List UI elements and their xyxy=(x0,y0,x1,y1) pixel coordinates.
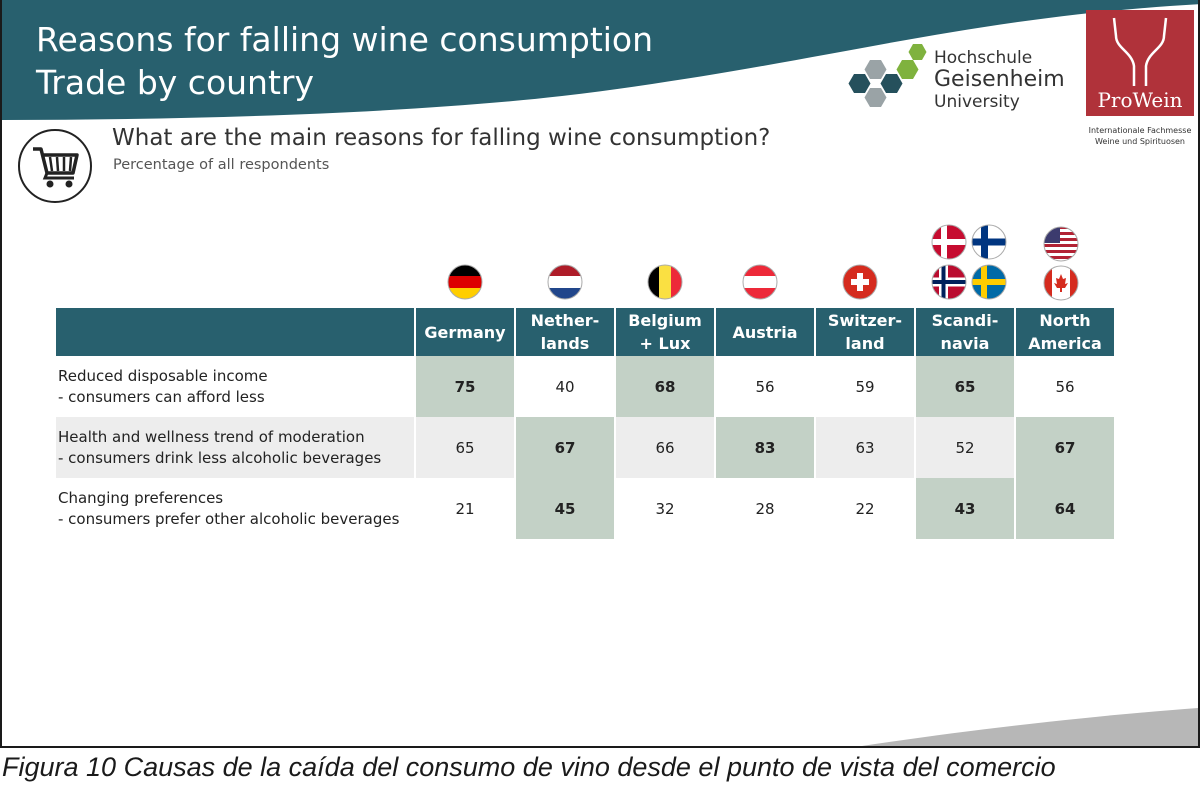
value-cell: 65 xyxy=(416,417,514,478)
chart-subtitle: Percentage of all respondents xyxy=(113,157,330,173)
hg-line3: University xyxy=(934,92,1020,112)
row-label: Changing preferences - consumers prefer o… xyxy=(56,478,414,539)
value-cell: 40 xyxy=(555,377,575,396)
value-cell: 52 xyxy=(916,417,1014,478)
belgium-flag-icon xyxy=(647,264,683,300)
value-cell: 67 xyxy=(516,417,614,478)
value-cell: 21 xyxy=(455,499,475,518)
row-label: Health and wellness trend of moderation -… xyxy=(56,417,414,478)
value-cell: 22 xyxy=(855,499,875,518)
cart-badge xyxy=(18,129,92,203)
row-label: Reduced disposable income - consumers can… xyxy=(56,356,414,417)
value-cell: 63 xyxy=(816,417,914,478)
row-label-line2: - consumers prefer other alcoholic bever… xyxy=(58,509,400,528)
hg-line2: Geisenheim xyxy=(934,67,1065,92)
switzerland-flag-icon xyxy=(842,264,878,300)
netherlands-flag-icon xyxy=(547,264,583,300)
value-cell: 56 xyxy=(755,377,775,396)
austria-flag-icon xyxy=(742,264,778,300)
figure-caption: Figura 10 Causas de la caída del consumo… xyxy=(2,752,1056,782)
value-cell: 59 xyxy=(855,377,875,396)
usa-flag-icon xyxy=(1043,226,1079,262)
bottom-swoosh xyxy=(862,708,1198,746)
norway-flag-icon xyxy=(931,264,967,300)
value-cell: 28 xyxy=(755,499,775,518)
denmark-flag-icon xyxy=(931,224,967,260)
results-table: Germany Nether- lands Belgium + Lux Austria… xyxy=(56,308,1114,541)
column-header: Germany xyxy=(416,308,514,356)
column-header: Scandi- navia xyxy=(916,308,1014,356)
finland-flag-icon xyxy=(971,224,1007,260)
column-header: Switzer- land xyxy=(816,308,914,356)
hochschule-geisenheim-logo xyxy=(848,44,927,107)
shopping-cart-icon xyxy=(33,147,79,188)
canada-flag-icon xyxy=(1043,265,1079,301)
value-cell: 65 xyxy=(916,356,1014,417)
column-header: Nether- lands xyxy=(516,308,614,356)
prowein-subtitle-line1: Internationale Fachmesse xyxy=(1088,126,1192,135)
value-cell: 68 xyxy=(616,356,714,417)
wine-bottles-icon xyxy=(1112,17,1168,86)
row-label-line2: - consumers can afford less xyxy=(58,387,265,406)
slide-title-line2: Trade by country xyxy=(36,63,315,102)
prowein-subtitle-line2: Weine und Spirituosen xyxy=(1094,137,1186,146)
value-cell: 66 xyxy=(616,417,714,478)
row-label-line2: - consumers drink less alcoholic beverag… xyxy=(58,448,382,467)
slide-title-line1: Reasons for falling wine consumption xyxy=(36,20,654,59)
value-cell: 64 xyxy=(1016,478,1114,539)
value-cell: 43 xyxy=(916,478,1014,539)
value-cell: 45 xyxy=(516,478,614,539)
slide: Reasons for falling wine consumption Tra… xyxy=(0,0,1200,748)
column-header: Belgium + Lux xyxy=(616,308,714,356)
prowein-logo: ProWein xyxy=(1086,10,1194,116)
value-cell: 56 xyxy=(1055,377,1075,396)
hg-line1: Hochschule xyxy=(934,48,1033,68)
row-label-line1: Reduced disposable income xyxy=(58,366,268,385)
row-label-line1: Changing preferences xyxy=(58,488,224,507)
value-cell: 75 xyxy=(416,356,514,417)
sweden-flag-icon xyxy=(971,264,1007,300)
germany-flag-icon xyxy=(447,264,483,300)
row-label-line1: Health and wellness trend of moderation xyxy=(58,427,365,446)
value-cell: 83 xyxy=(716,417,814,478)
column-header: Austria xyxy=(716,308,814,356)
chart-question: What are the main reasons for falling wi… xyxy=(112,125,771,151)
header-band xyxy=(2,0,1198,120)
hochschule-geisenheim-wordmark: Hochschule Geisenheim University xyxy=(934,48,1065,112)
table-header-corner xyxy=(56,308,414,356)
prowein-name: ProWein xyxy=(1097,88,1183,112)
column-header: North America xyxy=(1016,308,1114,356)
value-cell: 32 xyxy=(655,499,675,518)
value-cell: 67 xyxy=(1016,417,1114,478)
